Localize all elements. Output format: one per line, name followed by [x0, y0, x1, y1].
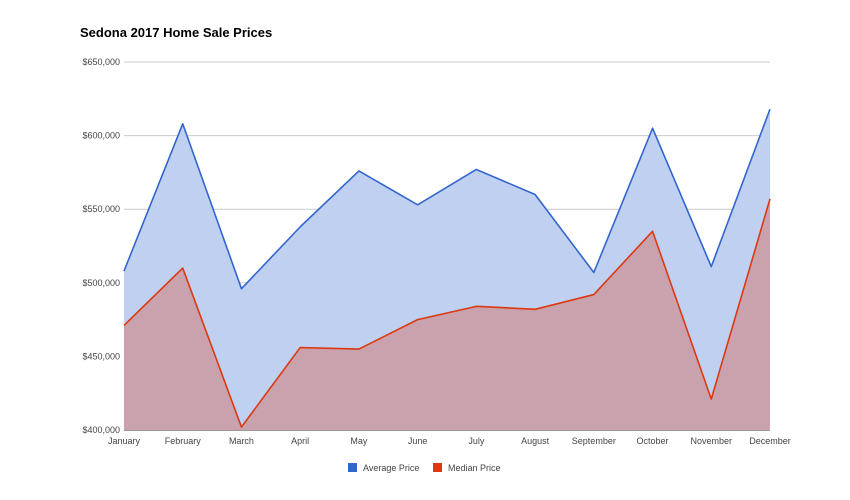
- x-tick-label: December: [749, 436, 791, 446]
- y-tick-label: $550,000: [82, 204, 120, 214]
- line-layer: [123, 108, 771, 428]
- legend: Average Price Median Price: [348, 463, 501, 473]
- x-tick-label: February: [165, 436, 202, 446]
- x-tick-label: January: [108, 436, 141, 446]
- x-tick-label: August: [521, 436, 550, 446]
- y-tick-label: $450,000: [82, 351, 120, 361]
- chart-title: Sedona 2017 Home Sale Prices: [80, 25, 273, 40]
- legend-swatch: [433, 463, 442, 472]
- area-layer: [124, 109, 770, 430]
- line-average-price: [123, 108, 771, 290]
- x-tick-label: May: [350, 436, 368, 446]
- x-tick-label: September: [572, 436, 616, 446]
- x-tick-label: July: [468, 436, 485, 446]
- y-tick-label: $600,000: [82, 131, 120, 141]
- line-median-price: [123, 198, 771, 428]
- x-tick-label: March: [229, 436, 254, 446]
- y-tick-label: $500,000: [82, 278, 120, 288]
- area-median-price: [124, 198, 770, 430]
- y-tick-label: $400,000: [82, 425, 120, 435]
- x-tick-label: November: [691, 436, 733, 446]
- legend-label: Median Price: [448, 463, 501, 473]
- y-tick-label: $650,000: [82, 57, 120, 67]
- legend-swatch: [348, 463, 357, 472]
- legend-label: Average Price: [363, 463, 419, 473]
- x-tick-label: October: [637, 436, 669, 446]
- axis-layer: $400,000 $450,000 $500,000 $550,000 $600,000…: [82, 57, 790, 446]
- x-tick-label: April: [291, 436, 309, 446]
- x-tick-label: June: [408, 436, 428, 446]
